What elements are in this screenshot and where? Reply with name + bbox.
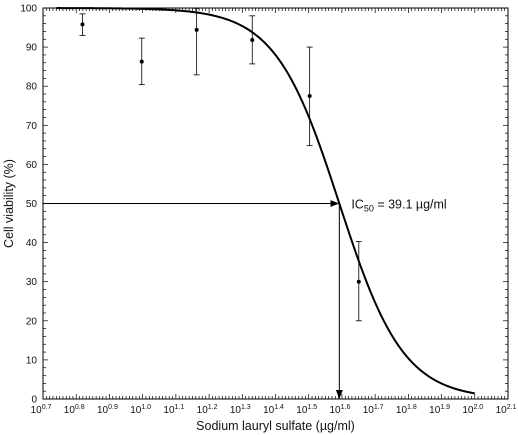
ic50-annotation: IC50 = 39.1 µg/ml [351, 198, 446, 214]
x-tick-label: 101.4 [263, 404, 284, 416]
x-tick-label: 101.0 [130, 404, 151, 416]
y-tick-label: 80 [26, 82, 38, 93]
x-tick-label: 101.9 [429, 404, 450, 416]
x-axis-title: Sodium lauryl sulfate (µg/ml) [196, 419, 355, 433]
x-tick-label: 101.3 [230, 404, 251, 416]
fit-curve-group [56, 7, 475, 395]
data-point [80, 22, 85, 27]
x-tick-label: 101.6 [330, 404, 351, 416]
data-point [194, 27, 199, 32]
x-tick-label: 102.1 [496, 404, 517, 416]
y-tick-label: 70 [26, 121, 38, 132]
x-tick-label: 101.7 [363, 404, 384, 416]
y-tick-label: 40 [26, 238, 38, 249]
y-tick-label: 60 [26, 160, 38, 171]
x-tick-label: 101.5 [296, 404, 317, 416]
labels-group: 0 10 20 30 40 50 60 70 80 90 100 100.7 100.8 100.9 101… [2, 4, 517, 434]
ic50-arrows-group [43, 200, 343, 399]
x-tick-label: 101.2 [197, 404, 218, 416]
data-point [250, 38, 255, 43]
x-tick-label: 101.8 [396, 404, 417, 416]
y-tick-label: 20 [26, 316, 38, 327]
x-tick-label: 100.8 [64, 404, 85, 416]
fit-curve [56, 7, 475, 395]
x-tick-label: 100.7 [31, 404, 52, 416]
data-point [139, 59, 144, 64]
x-tick-label: 101.1 [163, 404, 184, 416]
y-tick-label: 30 [26, 277, 38, 288]
data-point [307, 93, 312, 98]
y-tick-label: 50 [26, 199, 38, 210]
y-tick-label: 0 [31, 395, 37, 406]
x-tick-label: 100.9 [97, 404, 118, 416]
data-point [356, 279, 361, 284]
x-tick-label: 102.0 [462, 404, 483, 416]
y-tick-label: 10 [26, 355, 38, 366]
data-points-group [79, 7, 362, 322]
y-axis-title: Cell viability (%) [2, 159, 16, 248]
y-tick-label: 100 [20, 4, 37, 15]
y-tick-label: 90 [26, 43, 38, 54]
